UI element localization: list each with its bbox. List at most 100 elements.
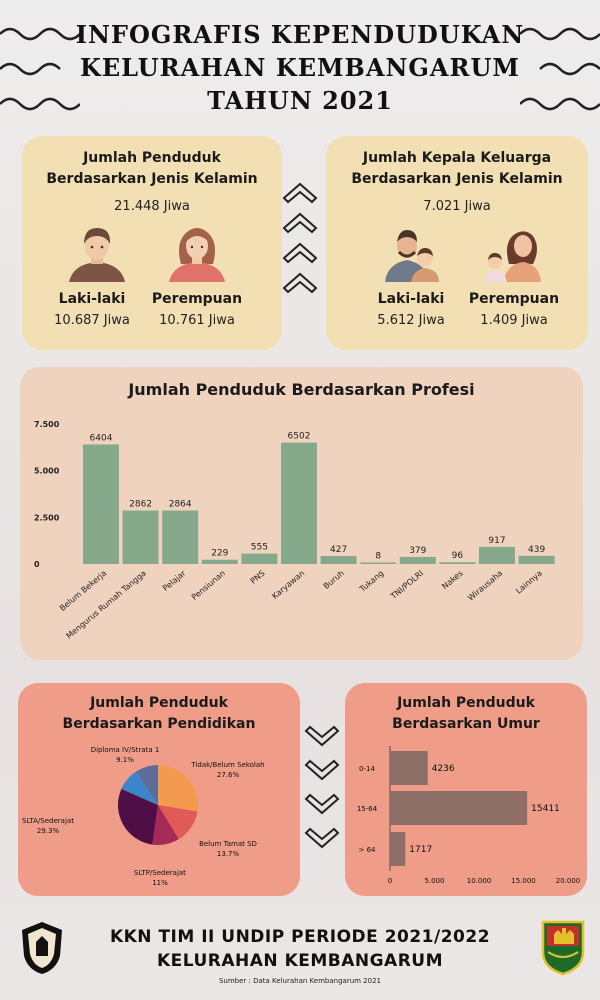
pie-slice [117,788,158,845]
age-card-title: Jumlah Penduduk Berdasarkan Umur [392,695,540,732]
pie-label: SLTP/Sederajat [134,869,186,877]
x-tick-label: 10.000 [467,877,492,885]
pie-percent-label: 9.1% [116,756,134,764]
x-tick-label: 20.000 [556,877,581,885]
profession-bar [122,510,159,564]
age-bar [390,751,428,785]
category-label: PNS [249,569,267,586]
female-label: Perempuan [151,291,243,307]
profession-bar [83,444,119,564]
bar-value-label: 2864 [169,500,192,510]
mother-child-icon [483,231,541,282]
bar-value-label: 96 [452,551,464,561]
age-category-label: 0-14 [359,765,375,773]
age-value-label: 15411 [531,804,560,814]
wave-decoration-left [0,27,80,111]
profession-card: Jumlah Penduduk Berdasarkan Profesi 7.50… [20,367,583,660]
x-tick-label: 5.000 [424,877,444,885]
pie-slice [121,771,158,805]
university-logo [22,922,62,974]
category-label: Karyawan [270,569,306,601]
pie-label: Belum Tamat SD [199,840,257,848]
pie-percent-label: 13.7% [217,850,240,858]
pie-label: Diploma IV/Strata 1 [91,746,160,754]
page-title: INFOGRAFIS KEPENDUDUKAN KELURAHAN KEMBAN… [75,20,525,115]
pie-percent-label: 27.6% [217,771,240,779]
bar-value-label: 8 [375,552,381,562]
pie-slice [158,805,198,840]
profession-bar [360,562,397,564]
profession-chart-title: Jumlah Penduduk Berdasarkan Profesi [128,380,475,399]
gender-card: Jumlah Penduduk Berdasarkan Jenis Kelami… [22,136,282,350]
profession-bar [518,555,555,564]
chevron-up-icon [282,182,318,294]
profession-bar [320,556,357,564]
profession-bar [201,559,238,564]
category-label: Pensiunan [190,569,227,602]
x-tick-label: 0 [388,877,392,885]
profession-bar [439,562,476,564]
bar-value-label: 6502 [288,432,311,442]
category-label: Lainnya [514,569,544,596]
y-tick-label: 5.000 [34,467,60,476]
bar-value-label: 6404 [90,433,113,443]
bar-value-label: 229 [211,549,228,559]
education-card: Jumlah Penduduk Berdasarkan Pendidikan T… [18,683,300,896]
age-bar [390,791,528,825]
footer-title: KKN TIM II UNDIP PERIODE 2021/2022 KELUR… [109,927,491,971]
bar-value-label: 917 [488,536,505,546]
age-card: Jumlah Penduduk Berdasarkan Umur 4236 0-1… [345,683,587,896]
bar-value-label: 555 [251,543,268,553]
category-label: Wirausaha [466,569,504,603]
bar-value-label: 427 [330,545,347,555]
pie-slice [152,805,179,845]
family-head-card-title: Jumlah Kepala Keluarga Berdasarkan Jenis… [351,150,563,187]
male-label: Laki-laki [58,291,126,307]
y-tick-label: 2.500 [34,513,60,522]
kk-male-label: Laki-laki [377,291,445,307]
category-label: Buruh [322,569,346,591]
category-label: Pelajar [161,568,188,593]
category-label: Tukang [357,569,385,595]
age-category-label: 15-64 [357,805,378,813]
age-value-label: 4236 [432,764,455,774]
profession-bar [479,546,515,564]
pie-slice [158,765,198,812]
age-bar [390,832,406,866]
chevron-down-icon [304,725,340,849]
profession-bar [241,553,278,564]
y-tick-label: 0 [34,560,40,569]
source-note: Sumber : Data Kelurahan Kembangarum 2021 [218,977,381,985]
education-card-title: Jumlah Penduduk Berdasarkan Pendidikan [62,695,256,732]
female-value: 10.761 Jiwa [159,313,235,328]
pie-percent-label: 29.3% [37,827,60,835]
pie-percent-label: 11% [152,879,168,887]
family-head-card: Jumlah Kepala Keluarga Berdasarkan Jenis… [326,136,588,350]
age-category-label: > 64 [359,846,377,854]
profession-bar [399,556,436,564]
pie-label: SLTA/Sederajat [22,817,74,825]
male-value: 10.687 Jiwa [54,313,130,328]
x-tick-label: 15.000 [511,877,536,885]
education-pie-chart: Tidak/Belum Sekolah 27.6% Belum Tamat SD 13… [22,746,265,887]
bar-value-label: 2862 [129,500,152,510]
family-head-total: 7.021 Jiwa [423,199,491,214]
bar-value-label: 439 [528,545,545,555]
pie-label: Tidak/Belum Sekolah [190,761,264,769]
gender-card-title: Jumlah Penduduk Berdasarkan Jenis Kelami… [46,150,258,187]
kk-female-value: 1.409 Jiwa [480,313,548,328]
bar-value-label: 379 [409,546,426,556]
y-tick-label: 7.500 [34,420,60,429]
pie-slice [135,765,158,805]
female-person-icon [169,228,225,282]
kk-female-label: Perempuan [468,291,560,307]
gender-total: 21.448 Jiwa [114,199,190,214]
category-label: Mengurus Rumah Tangga [65,569,148,641]
wave-decoration-right [520,27,600,111]
father-child-icon [385,230,439,282]
profession-bar [162,510,199,564]
age-value-label: 1717 [409,845,432,855]
category-label: TNI/POLRI [388,569,425,602]
city-emblem-logo [541,920,585,976]
